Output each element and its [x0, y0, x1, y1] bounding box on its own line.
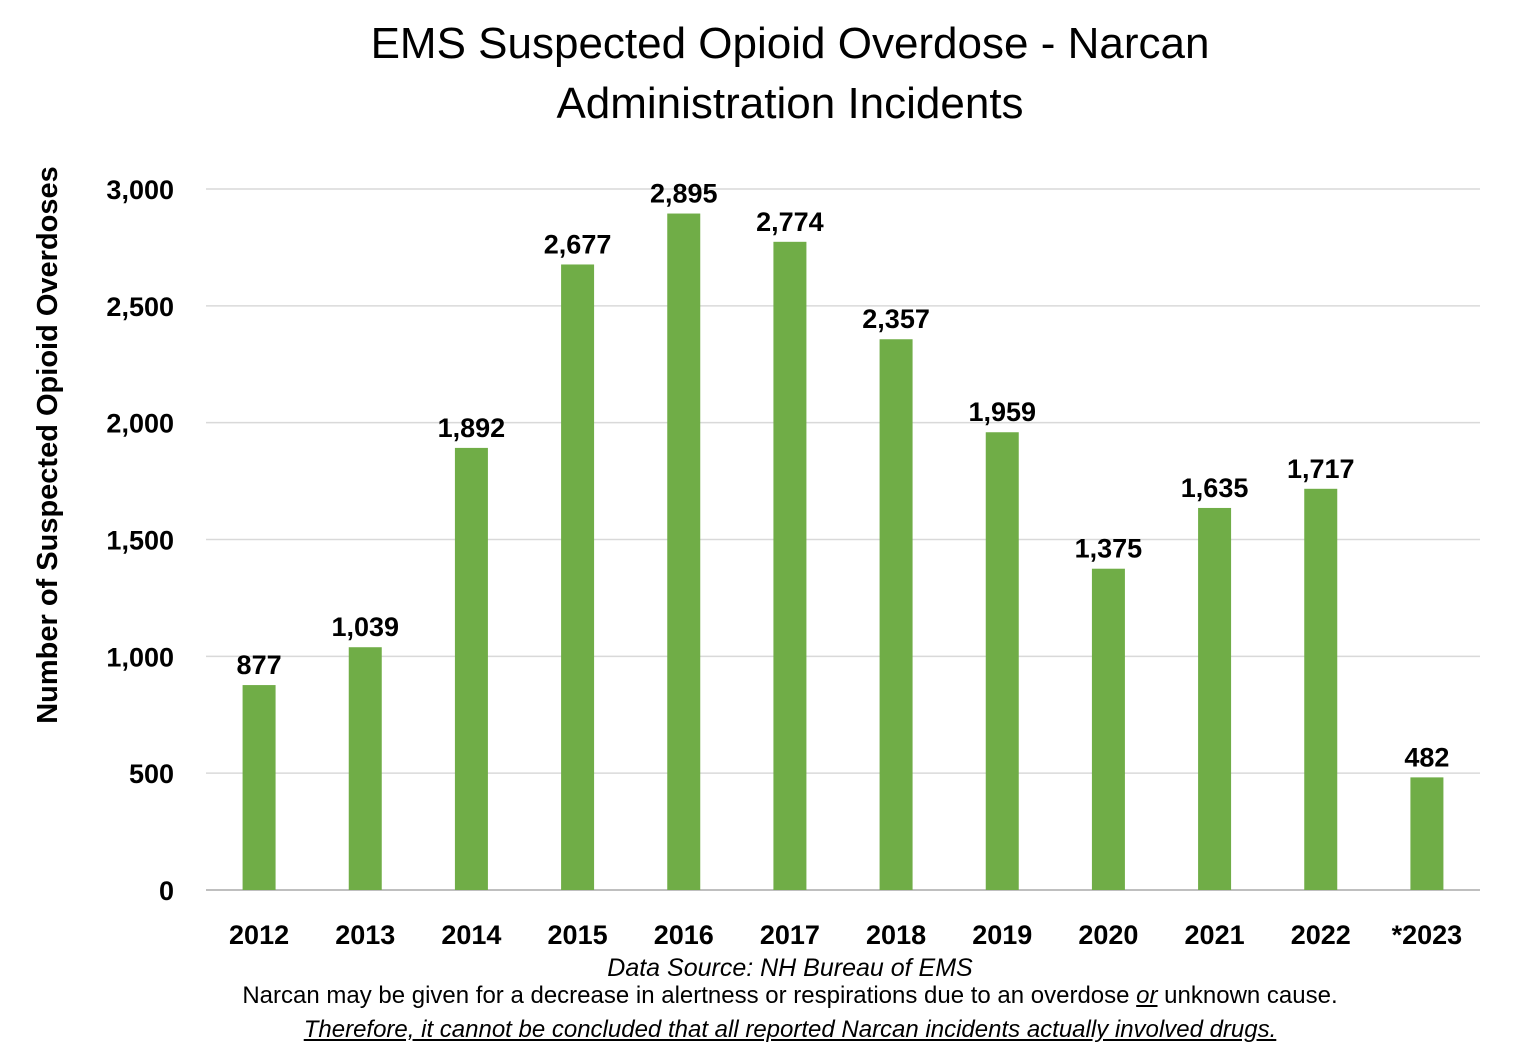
- x-tick-label: 2018: [866, 920, 926, 950]
- bar: [1198, 507, 1232, 890]
- x-tick-label: 2012: [229, 920, 289, 950]
- x-tick-label: 2022: [1291, 920, 1351, 950]
- disclaimer-note: Therefore, it cannot be concluded that a…: [303, 1016, 1277, 1043]
- chart-title: EMS Suspected Opioid Overdose - Narcan A…: [0, 14, 1518, 134]
- bar: [1304, 488, 1338, 890]
- data-label: 482: [1404, 742, 1449, 772]
- data-labels: 877 1,039 1,892 2,677 2,895 2,774 2,357 1,959 1,…: [237, 179, 1450, 773]
- bar: [242, 685, 276, 890]
- bar: [1091, 568, 1125, 890]
- x-tick-label: 2015: [548, 920, 608, 950]
- data-label: 1,717: [1287, 454, 1355, 484]
- x-axis-ticks: 2012 2013 2014 2015 2016 2017 2018 2019 2020 2021…: [229, 920, 1462, 950]
- data-label: 2,357: [862, 304, 930, 334]
- bar: [773, 241, 807, 891]
- bar: [667, 213, 701, 890]
- data-label: 1,635: [1181, 473, 1249, 503]
- x-tick-label: 2017: [760, 920, 820, 950]
- x-tick-label: 2021: [1185, 920, 1245, 950]
- bar-chart: 877 1,039 1,892 2,677 2,895 2,774 2,357 1,959 1,…: [32, 166, 1480, 950]
- x-tick-label: 2014: [441, 920, 501, 950]
- bar: [879, 339, 913, 890]
- chart-title-line-1: EMS Suspected Opioid Overdose - Narcan: [370, 19, 1210, 68]
- bar: [561, 264, 595, 890]
- y-tick-label: 500: [129, 759, 174, 789]
- data-label: 2,895: [650, 179, 718, 209]
- y-tick-label: 1,500: [106, 526, 174, 556]
- data-label: 1,892: [438, 413, 506, 443]
- data-label: 2,677: [544, 229, 612, 259]
- y-tick-label: 3,000: [106, 175, 174, 205]
- bars: [242, 213, 1444, 891]
- x-tick-label: 2020: [1078, 920, 1138, 950]
- data-label: 2,774: [756, 207, 824, 237]
- narcan-note: Narcan may be given for a decrease in al…: [0, 981, 1518, 1011]
- x-tick-label: *2023: [1392, 920, 1463, 950]
- y-tick-label: 2,500: [106, 292, 174, 322]
- data-label: 1,039: [331, 612, 399, 642]
- narcan-note-part-2: unknown cause.: [1157, 982, 1338, 1009]
- y-tick-label: 1,000: [106, 642, 174, 672]
- data-label: 1,375: [1075, 534, 1143, 564]
- bar: [348, 647, 382, 890]
- x-tick-label: 2016: [654, 920, 714, 950]
- narcan-note-emphasis: or: [1136, 982, 1158, 1009]
- narcan-note-part-1: Narcan may be given for a decrease in al…: [242, 982, 1137, 1009]
- chart-title-line-2: Administration Incidents: [556, 79, 1024, 128]
- data-source-note: Data Source: NH Bureau of EMS: [607, 954, 973, 982]
- bar: [454, 447, 488, 890]
- y-tick-label: 2,000: [106, 409, 174, 439]
- y-axis-ticks: 0 500 1,000 1,500 2,000 2,500 3,000: [106, 175, 174, 906]
- bar: [985, 432, 1019, 890]
- gridlines: [206, 188, 1480, 891]
- data-label: 877: [237, 650, 282, 680]
- y-tick-label: 0: [159, 876, 174, 906]
- data-label: 1,959: [968, 397, 1036, 427]
- x-tick-label: 2019: [972, 920, 1032, 950]
- bar: [1410, 777, 1444, 890]
- x-tick-label: 2013: [335, 920, 395, 950]
- y-axis-title: Number of Suspected Opioid Overdoses: [32, 166, 64, 724]
